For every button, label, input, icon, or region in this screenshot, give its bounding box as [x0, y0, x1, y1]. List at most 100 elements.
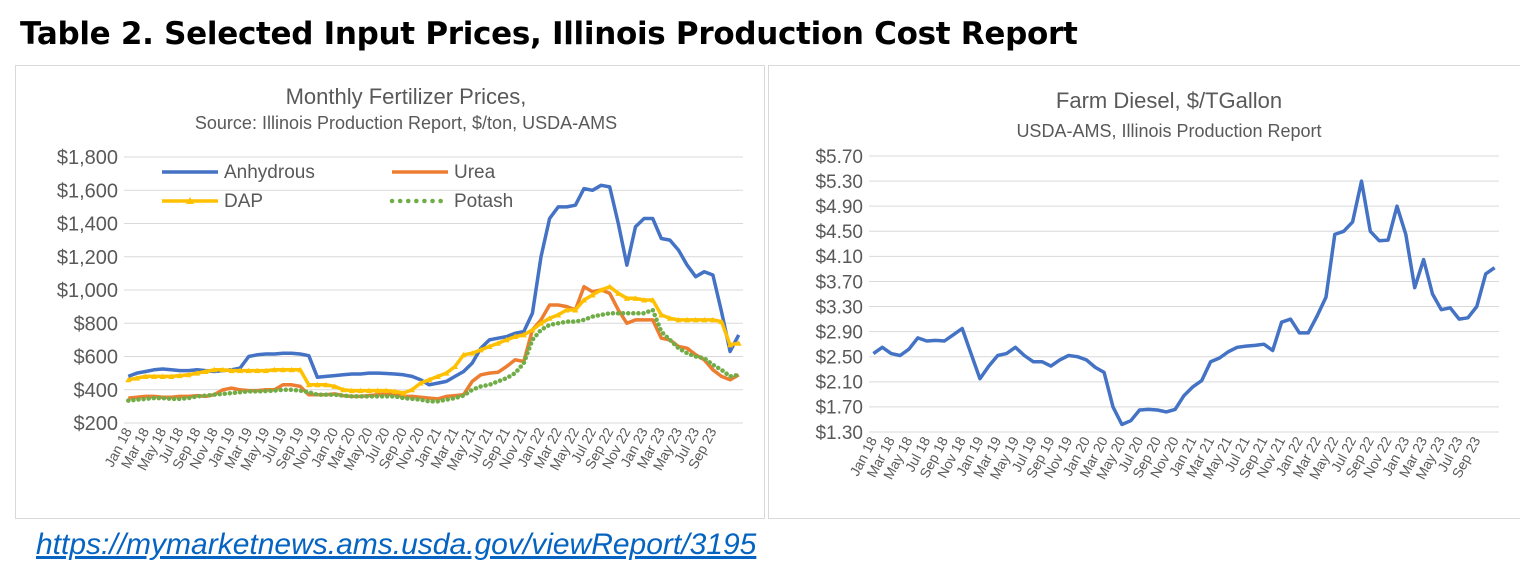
- data-point-dap: [675, 316, 682, 323]
- data-point-dap: [323, 381, 330, 388]
- y-tick-label: $4.90: [815, 197, 863, 218]
- data-point-dap: [297, 366, 304, 373]
- data-point-dap: [202, 368, 209, 374]
- y-tick-label: $1.30: [815, 423, 863, 444]
- data-point-dap: [383, 387, 390, 394]
- y-tick-label: $1,800: [57, 147, 118, 169]
- data-point-dap: [503, 336, 510, 343]
- data-point-dap: [228, 367, 235, 374]
- data-point-dap: [142, 373, 149, 379]
- data-point-dap: [262, 367, 269, 374]
- data-point-dap: [151, 373, 158, 379]
- data-point-dap: [684, 316, 691, 323]
- legend-label-dap: DAP: [224, 191, 263, 212]
- data-point-dap: [314, 381, 321, 388]
- chart-subtitle: Source: Illinois Production Report, $/to…: [195, 113, 617, 133]
- data-point-dap: [735, 340, 742, 346]
- source-link[interactable]: https://mymarketnews.ams.usda.gov/viewRe…: [36, 528, 757, 561]
- data-point-dap: [168, 373, 175, 379]
- y-tick-label: $1,400: [57, 214, 118, 236]
- data-point-dap: [211, 366, 218, 373]
- data-point-dap: [176, 372, 183, 379]
- y-tick-label: $4.10: [815, 247, 863, 268]
- data-point-dap: [666, 315, 673, 321]
- legend-label-potash: Potash: [454, 191, 513, 212]
- data-point-dap: [288, 366, 295, 373]
- diesel-chart: Farm Diesel, $/TGallon USDA-AMS, Illinois…: [815, 88, 1499, 482]
- data-point-dap: [529, 326, 536, 333]
- y-tick-label: $5.70: [815, 147, 863, 168]
- data-point-dap: [434, 373, 441, 379]
- y-tick-label: $5.30: [815, 172, 863, 193]
- y-tick-label: $3.70: [815, 272, 863, 293]
- data-point-dap: [125, 376, 132, 383]
- data-point-dap: [718, 318, 725, 325]
- data-point-dap: [133, 375, 140, 381]
- data-point-dap: [245, 367, 252, 374]
- data-point-dap: [280, 366, 287, 373]
- data-point-dap: [641, 296, 648, 303]
- series-line-dap: [127, 284, 740, 395]
- data-point-dap: [537, 320, 544, 326]
- data-point-dap: [692, 316, 699, 323]
- series-line-urea: [128, 284, 740, 401]
- y-tick-label: $4.50: [815, 222, 863, 243]
- data-point-dap: [615, 290, 622, 296]
- data-point-dap: [477, 346, 484, 353]
- series-line: [872, 179, 1496, 427]
- y-tick-label: $2.10: [815, 373, 863, 394]
- y-tick-label: $1.70: [815, 398, 863, 419]
- chart-subtitle: USDA-AMS, Illinois Production Report: [1016, 121, 1321, 141]
- data-point-dap: [460, 351, 467, 358]
- y-tick-label: $1,000: [57, 280, 118, 302]
- data-point-dap: [348, 387, 355, 394]
- diesel-chart-panel: Farm Diesel, $/TGallon USDA-AMS, Illinois…: [768, 65, 1520, 519]
- y-tick-label: $200: [74, 413, 119, 435]
- data-point-dap: [417, 380, 424, 386]
- data-point-dap: [357, 387, 364, 394]
- data-point-dap: [589, 291, 596, 298]
- data-point-dap: [512, 333, 519, 340]
- data-point-dap: [632, 295, 639, 301]
- data-point-dap: [331, 383, 338, 389]
- data-point-dap: [194, 370, 201, 376]
- data-point-dap: [305, 381, 312, 388]
- data-point-dap: [563, 306, 570, 313]
- data-point-dap: [494, 340, 501, 346]
- legend-label-anhydrous: Anhydrous: [224, 162, 315, 183]
- legend-marker-dap: [186, 197, 194, 204]
- y-tick-label: $1,200: [57, 247, 118, 269]
- data-point-dap: [520, 331, 527, 338]
- data-point-dap: [391, 388, 398, 394]
- y-tick-label: $2.50: [815, 348, 863, 369]
- series-line-anhydrous: [127, 183, 741, 387]
- data-point-dap: [340, 386, 347, 393]
- data-point-dap: [237, 367, 244, 374]
- data-point-dap: [606, 283, 613, 290]
- data-point-dap: [409, 386, 416, 393]
- data-point-dap: [426, 376, 433, 383]
- data-point-dap: [271, 366, 278, 373]
- data-point-dap: [486, 343, 493, 350]
- fertilizer-chart: Monthly Fertilizer Prices, Source: Illino…: [57, 84, 743, 473]
- data-point-dap: [400, 390, 407, 396]
- y-tick-label: $3.30: [815, 297, 863, 318]
- data-point-dap: [649, 296, 656, 303]
- y-tick-label: $400: [74, 380, 119, 402]
- data-point-dap: [374, 387, 381, 394]
- data-point-dap: [598, 287, 605, 293]
- data-point-dap: [580, 296, 587, 303]
- y-tick-label: $800: [74, 313, 119, 335]
- data-point-dap: [219, 366, 226, 373]
- data-point-dap: [623, 295, 630, 301]
- data-point-dap: [254, 367, 261, 374]
- data-point-dap: [572, 306, 579, 313]
- data-point-dap: [555, 311, 562, 318]
- data-point-dap: [159, 373, 166, 379]
- data-point-dap: [469, 350, 476, 356]
- fertilizer-chart-panel: Monthly Fertilizer Prices, Source: Illino…: [15, 65, 765, 519]
- y-tick-label: $1,600: [57, 180, 118, 202]
- chart-title: Monthly Fertilizer Prices,: [286, 84, 527, 109]
- data-point-dap: [366, 387, 373, 394]
- chart-title: Farm Diesel, $/TGallon: [1056, 88, 1282, 113]
